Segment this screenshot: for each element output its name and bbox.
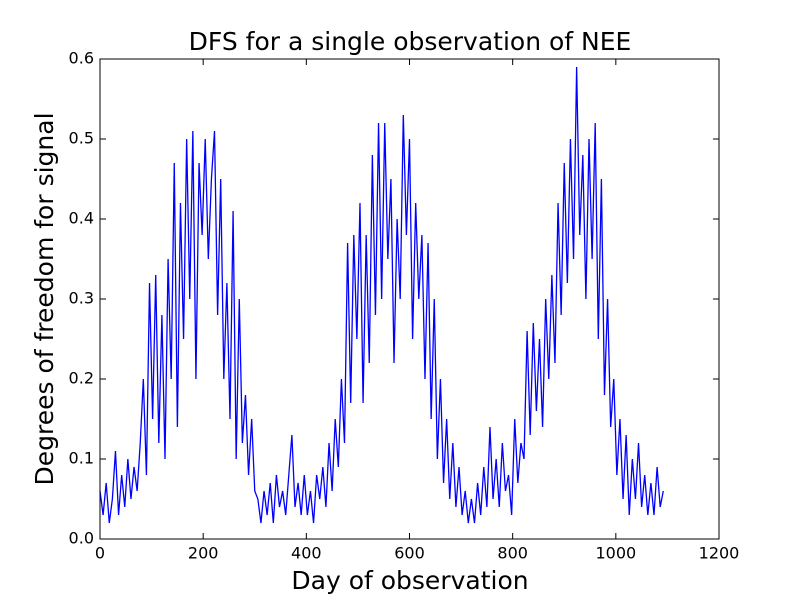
x-tick-label: 400	[291, 544, 322, 563]
x-tick-label: 200	[188, 544, 219, 563]
x-tick-label: 600	[394, 544, 425, 563]
x-tick-label: 1000	[595, 544, 636, 563]
y-tick-label: 0.2	[69, 369, 94, 388]
x-tick-label: 800	[497, 544, 528, 563]
y-tick-label: 0.6	[69, 49, 94, 68]
y-tick-label: 0.3	[69, 289, 94, 308]
y-tick-label: 0.5	[69, 129, 94, 148]
chart-title: DFS for a single observation of NEE	[189, 27, 632, 56]
y-tick-label: 0.4	[69, 209, 94, 228]
x-tick-label: 0	[95, 544, 105, 563]
x-tick-label: 1200	[699, 544, 740, 563]
x-axis-label: Day of observation	[291, 566, 528, 595]
y-tick-label: 0.1	[69, 449, 94, 468]
y-tick-label: 0.0	[69, 529, 94, 548]
data-line	[99, 66, 664, 524]
y-axis-label: Degrees of freedom for signal	[30, 112, 59, 485]
